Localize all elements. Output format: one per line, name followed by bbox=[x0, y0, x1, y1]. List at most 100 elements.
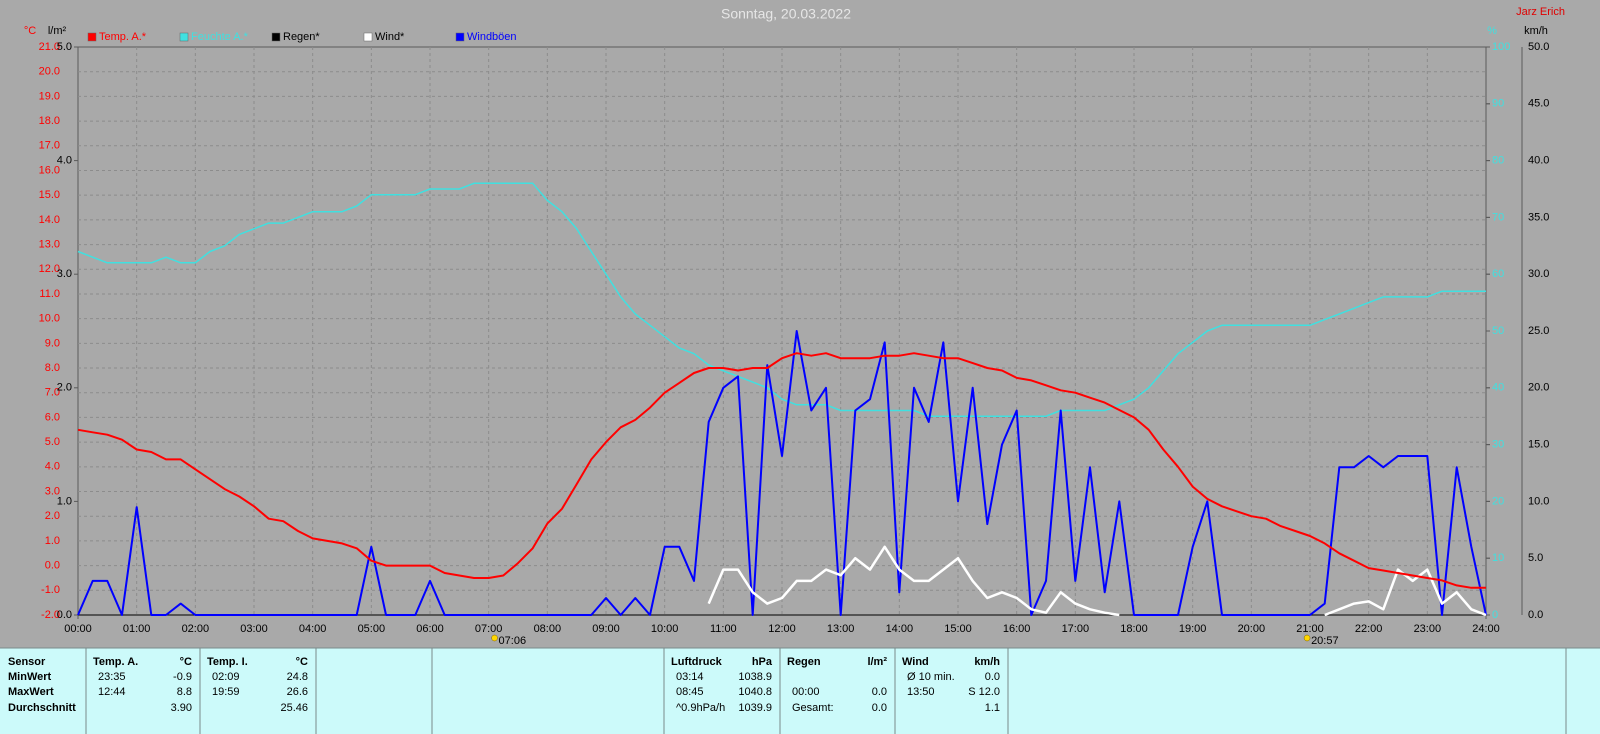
wind-tick-label: 50.0 bbox=[1528, 41, 1549, 53]
legend-swatch bbox=[179, 32, 189, 42]
temp-tick-label: 12.0 bbox=[39, 263, 60, 275]
stats-unit: l/m² bbox=[867, 656, 887, 668]
axis-unit: °C bbox=[24, 25, 36, 37]
stats-time: 23:35 bbox=[98, 671, 126, 683]
rain-tick-label: 5.0 bbox=[57, 41, 72, 53]
legend-swatch bbox=[87, 32, 97, 42]
x-tick-label: 11:00 bbox=[710, 623, 737, 635]
humidity-tick-label: 50 bbox=[1492, 325, 1504, 337]
stats-time: ^0.9hPa/h bbox=[676, 702, 725, 714]
temp-tick-label: 2.0 bbox=[45, 510, 60, 522]
legend-swatch bbox=[455, 32, 465, 42]
stats-time: 00:00 bbox=[792, 686, 820, 698]
stats-value: 1039.9 bbox=[738, 702, 772, 714]
rain-tick-label: 0.0 bbox=[57, 609, 72, 621]
temp-tick-label: 20.0 bbox=[39, 66, 60, 78]
stats-value: 8.8 bbox=[177, 686, 192, 698]
stats-value: -0.9 bbox=[173, 671, 192, 683]
temp-tick-label: 9.0 bbox=[45, 337, 60, 349]
stats-time: 13:50 bbox=[907, 686, 935, 698]
axis-unit: l/m² bbox=[48, 25, 67, 37]
rain-tick-label: 2.0 bbox=[57, 382, 72, 394]
stats-header: Temp. I. bbox=[207, 656, 248, 668]
x-tick-label: 08:00 bbox=[534, 623, 562, 635]
axis-unit: % bbox=[1487, 25, 1497, 37]
wind-tick-label: 30.0 bbox=[1528, 268, 1549, 280]
temp-tick-label: 11.0 bbox=[39, 288, 60, 300]
legend-label: Wind* bbox=[375, 31, 405, 43]
temp-tick-label: 21.0 bbox=[39, 41, 60, 53]
temp-tick-label: 8.0 bbox=[45, 362, 60, 374]
x-tick-label: 06:00 bbox=[416, 623, 444, 635]
wind-tick-label: 40.0 bbox=[1528, 155, 1549, 167]
temp-tick-label: 13.0 bbox=[39, 238, 60, 250]
wind-tick-label: 35.0 bbox=[1528, 211, 1549, 223]
stats-value: 3.90 bbox=[171, 702, 192, 714]
stats-time: 12:44 bbox=[98, 686, 126, 698]
series-line bbox=[77, 330, 1487, 616]
x-tick-label: 09:00 bbox=[592, 623, 620, 635]
x-tick-label: 01:00 bbox=[123, 623, 151, 635]
stats-value: S 12.0 bbox=[968, 686, 1000, 698]
humidity-tick-label: 80 bbox=[1492, 155, 1504, 167]
stats-value: 0.0 bbox=[985, 671, 1000, 683]
temp-tick-label: 0.0 bbox=[45, 560, 60, 572]
x-tick-label: 23:00 bbox=[1414, 623, 1442, 635]
stats-unit: hPa bbox=[752, 656, 773, 668]
wind-tick-label: 0.0 bbox=[1528, 609, 1543, 621]
stats-time: 19:59 bbox=[212, 686, 240, 698]
rain-tick-label: 3.0 bbox=[57, 268, 72, 280]
humidity-tick-label: 40 bbox=[1492, 382, 1504, 394]
axis-unit: km/h bbox=[1524, 25, 1548, 37]
humidity-tick-label: 20 bbox=[1492, 495, 1504, 507]
temp-tick-label: 10.0 bbox=[39, 313, 60, 325]
wind-tick-label: 25.0 bbox=[1528, 325, 1549, 337]
stats-time: 02:09 bbox=[212, 671, 240, 683]
stats-unit: °C bbox=[180, 656, 192, 668]
chart-title: Sonntag, 20.03.2022 bbox=[721, 6, 851, 22]
stats-value: 0.0 bbox=[872, 686, 887, 698]
temp-tick-label: 4.0 bbox=[45, 461, 60, 473]
wind-tick-label: 5.0 bbox=[1528, 552, 1543, 564]
temp-tick-label: -2.0 bbox=[41, 609, 60, 621]
x-tick-label: 19:00 bbox=[1179, 623, 1207, 635]
humidity-tick-label: 10 bbox=[1492, 552, 1504, 564]
x-tick-label: 16:00 bbox=[1003, 623, 1031, 635]
wind-tick-label: 10.0 bbox=[1528, 495, 1549, 507]
temp-tick-label: 3.0 bbox=[45, 485, 60, 497]
temp-tick-label: 17.0 bbox=[39, 140, 60, 152]
stats-value: 0.0 bbox=[872, 702, 887, 714]
x-tick-label: 02:00 bbox=[182, 623, 210, 635]
stats-value: 24.8 bbox=[287, 671, 308, 683]
stats-header: Temp. A. bbox=[93, 656, 138, 668]
series-line bbox=[77, 182, 1486, 417]
x-tick-label: 24:00 bbox=[1472, 623, 1500, 635]
stats-value: 25.46 bbox=[280, 702, 308, 714]
temp-tick-label: 15.0 bbox=[39, 189, 60, 201]
stats-panel bbox=[0, 648, 1600, 734]
humidity-tick-label: 0 bbox=[1492, 609, 1498, 621]
temp-tick-label: 5.0 bbox=[45, 436, 60, 448]
temp-tick-label: 14.0 bbox=[39, 214, 60, 226]
wind-tick-label: 45.0 bbox=[1528, 98, 1549, 110]
rain-tick-label: 4.0 bbox=[57, 155, 72, 167]
temp-tick-label: 19.0 bbox=[39, 90, 60, 102]
x-tick-label: 13:00 bbox=[827, 623, 855, 635]
x-tick-label: 21:00 bbox=[1296, 623, 1324, 635]
legend-label: Windböen bbox=[467, 31, 517, 43]
x-tick-label: 14:00 bbox=[886, 623, 914, 635]
stats-value: 1.1 bbox=[985, 702, 1000, 714]
sun-marker bbox=[491, 634, 498, 642]
wind-tick-label: 20.0 bbox=[1528, 382, 1549, 394]
stats-unit: km/h bbox=[974, 656, 1000, 668]
stats-header: Sensor bbox=[8, 656, 46, 668]
x-tick-label: 18:00 bbox=[1120, 623, 1148, 635]
stats-time: Gesamt: bbox=[792, 702, 834, 714]
stats-value: 1038.9 bbox=[738, 671, 772, 683]
legend-label: Temp. A.* bbox=[99, 31, 147, 43]
temp-tick-label: 16.0 bbox=[39, 164, 60, 176]
stats-header: Regen bbox=[787, 656, 821, 668]
stats-unit: °C bbox=[296, 656, 308, 668]
stats-row-label: Durchschnitt bbox=[8, 702, 76, 714]
